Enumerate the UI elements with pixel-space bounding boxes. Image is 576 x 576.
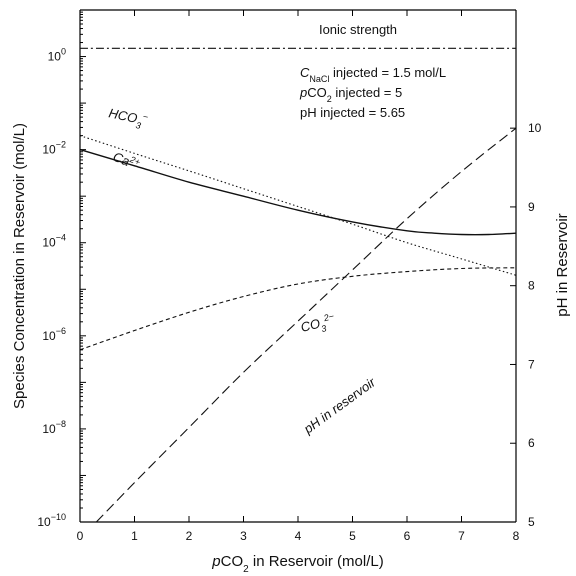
y-right-tick-label: 6 bbox=[528, 436, 535, 450]
series-line-co3-2 bbox=[79, 267, 517, 351]
hco3-series-label: HCO3− bbox=[107, 104, 149, 132]
x-tick-label: 8 bbox=[513, 529, 520, 543]
x-tick-label: 1 bbox=[131, 529, 138, 543]
x-tick-label: 7 bbox=[458, 529, 465, 543]
plot-frame bbox=[79, 9, 517, 523]
y-right-tick-label: 9 bbox=[528, 200, 535, 214]
y-axis-right-title: pH in Reservoir bbox=[554, 213, 571, 316]
y-left-tick-label: 10−6 bbox=[42, 326, 66, 343]
y-axis-left-title: Species Concentration in Reservoir (mol/… bbox=[11, 123, 28, 409]
x-tick-label: 4 bbox=[295, 529, 302, 543]
ionic-strength-annotation: Ionic strength bbox=[319, 22, 397, 37]
y-left-tick-label: 10−2 bbox=[42, 140, 66, 157]
x-tick-label: 0 bbox=[77, 529, 84, 543]
ph-injected-annotation: pH injected = 5.65 bbox=[300, 105, 405, 120]
y-right-tick-label: 10 bbox=[528, 121, 542, 135]
y-left-tick-label: 10−10 bbox=[37, 512, 66, 529]
x-tick-label: 3 bbox=[240, 529, 247, 543]
series-line-ph-in-reservoir bbox=[95, 127, 517, 523]
labels-layer: pCO2 in Reservoir (mol/L) Species Concen… bbox=[11, 22, 571, 575]
co3-series-label: CO32− bbox=[299, 311, 338, 339]
ph-reservoir-series-label: pH in reservoir bbox=[300, 374, 379, 437]
y-right-tick-label: 7 bbox=[528, 357, 535, 371]
y-left-tick-label: 10−4 bbox=[42, 233, 66, 250]
series-line-ca2 bbox=[79, 148, 517, 236]
ticks-layer: 0 1 2 3 4 5 6 7 8 10−10 10−8 10−6 10−4 10−2 100 5 6 7 8 9 10 bbox=[37, 10, 542, 543]
x-tick-label: 6 bbox=[404, 529, 411, 543]
pco2-injected-annotation: pCO2 injected = 5 bbox=[299, 85, 402, 104]
y-right-tick-label: 5 bbox=[528, 515, 535, 529]
ca-series-label: Ca2+ bbox=[111, 148, 142, 173]
x-tick-label: 2 bbox=[186, 529, 193, 543]
y-right-tick-label: 8 bbox=[528, 279, 535, 293]
x-tick-label: 5 bbox=[349, 529, 356, 543]
y-left-tick-label: 100 bbox=[48, 47, 66, 64]
c-nacl-annotation: CNaCl injected = 1.5 mol/L bbox=[300, 65, 446, 84]
series-layer bbox=[79, 47, 517, 523]
y-left-tick-label: 10−8 bbox=[42, 419, 66, 436]
series-line-hco3 bbox=[79, 135, 517, 276]
x-axis-title: pCO2 in Reservoir (mol/L) bbox=[211, 553, 383, 575]
